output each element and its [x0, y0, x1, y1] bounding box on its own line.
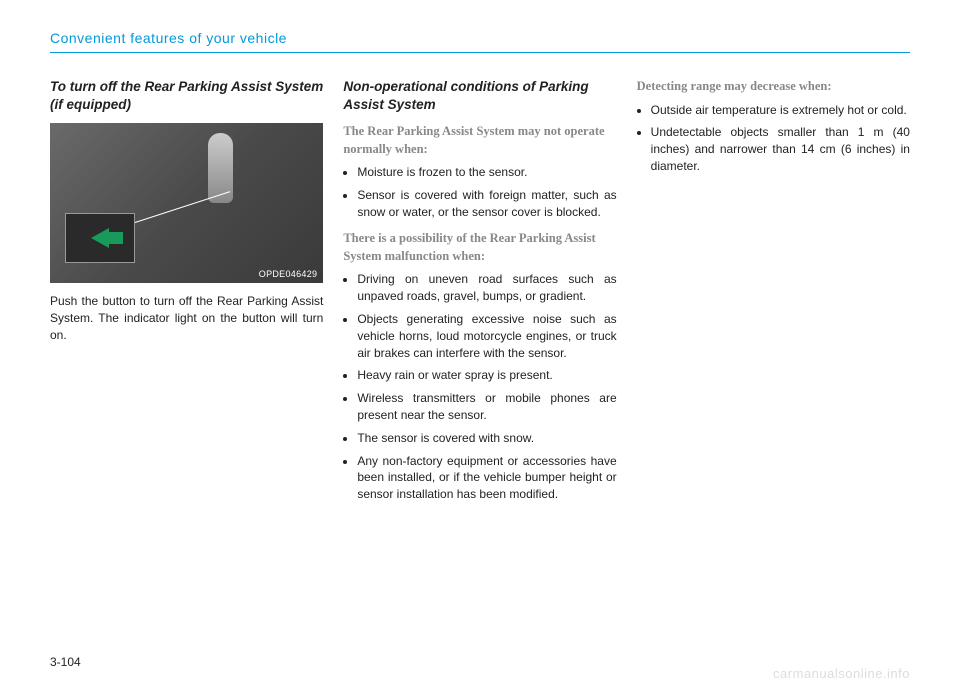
- list-item: Driving on uneven road surfaces such as …: [357, 271, 616, 305]
- header-title: Convenient features of your vehicle: [50, 30, 910, 52]
- col1-body: Push the button to turn off the Rear Par…: [50, 293, 323, 343]
- list-item: Outside air temperature is extremely hot…: [651, 102, 910, 119]
- col2-sub2: There is a possibility of the Rear Parki…: [343, 230, 616, 265]
- column-3: Detecting range may decrease when: Outsi…: [637, 78, 910, 513]
- list-item: Wireless transmitters or mobile phones a…: [357, 390, 616, 424]
- col2-sub1: The Rear Parking Assist System may not o…: [343, 123, 616, 158]
- figure-label: OPDE046429: [259, 269, 318, 279]
- figure-image: OPDE046429: [50, 123, 323, 283]
- column-2: Non-operational conditions of Parking As…: [343, 78, 616, 513]
- col2-list1: Moisture is frozen to the sensor. Sensor…: [343, 164, 616, 220]
- column-1: To turn off the Rear Parking Assist Syst…: [50, 78, 323, 513]
- col2-list2: Driving on uneven road surfaces such as …: [343, 271, 616, 503]
- figure-pointer-line: [135, 191, 230, 223]
- figure-arrow-icon: [91, 228, 109, 248]
- list-item: Undetectable objects smaller than 1 m (4…: [651, 124, 910, 174]
- content-columns: To turn off the Rear Parking Assist Syst…: [50, 78, 910, 513]
- col2-heading: Non-operational conditions of Parking As…: [343, 78, 616, 113]
- col1-heading: To turn off the Rear Parking Assist Syst…: [50, 78, 323, 113]
- list-item: The sensor is covered with snow.: [357, 430, 616, 447]
- watermark: carmanualsonline.info: [773, 666, 910, 681]
- page-number: 3-104: [50, 655, 81, 669]
- header-divider: [50, 52, 910, 53]
- list-item: Moisture is frozen to the sensor.: [357, 164, 616, 181]
- page-header: Convenient features of your vehicle: [50, 30, 910, 53]
- col3-sub1: Detecting range may decrease when:: [637, 78, 910, 96]
- figure-callout-box: [65, 213, 135, 263]
- list-item: Heavy rain or water spray is present.: [357, 367, 616, 384]
- figure-shifter-shape: [208, 133, 233, 203]
- col3-list1: Outside air temperature is extremely hot…: [637, 102, 910, 175]
- list-item: Objects generating excessive noise such …: [357, 311, 616, 361]
- list-item: Sensor is covered with foreign matter, s…: [357, 187, 616, 221]
- list-item: Any non-factory equipment or accessories…: [357, 453, 616, 503]
